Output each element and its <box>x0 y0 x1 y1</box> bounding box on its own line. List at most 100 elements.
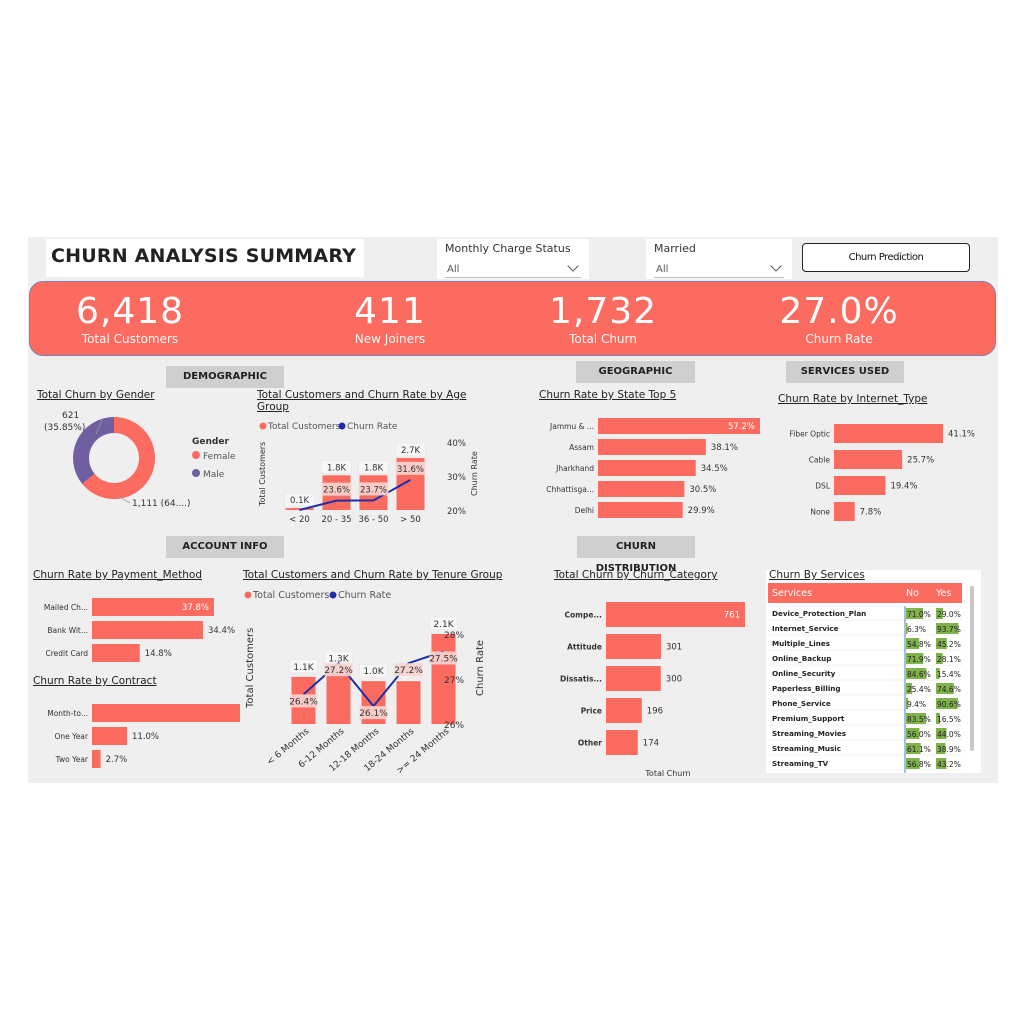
line-label-bg <box>429 651 458 665</box>
table-cell-service: Online_Security <box>772 669 836 678</box>
category-bar-chart: Total Churn Compe... 761 Attitude 301 Dissat… <box>560 602 745 778</box>
data-label-bg <box>395 442 426 457</box>
table-cell-yes: 44.0% <box>937 730 961 739</box>
monthly-charge-slicer[interactable]: Monthly Charge Status All <box>437 239 589 279</box>
table-cell-yes: 16.5% <box>937 715 961 724</box>
line-data-label: 26.4% <box>289 697 318 707</box>
payment-chart-title: Churn Rate by Payment_Method <box>33 569 202 581</box>
bar <box>606 698 642 723</box>
data-label-bg <box>284 492 315 507</box>
y2-tick-label: 20% <box>447 507 466 517</box>
line-data-label: 27.2% <box>394 666 423 676</box>
category-label: Jammu & ... <box>549 422 594 431</box>
age-y-axis-title: Total Customers <box>258 442 267 507</box>
kpi-value: 1,732 <box>548 291 658 332</box>
slicer-dropdown[interactable]: All <box>654 259 784 278</box>
line-label-bg <box>324 663 353 677</box>
data-label: 41.1% <box>948 430 975 440</box>
table-cell-service: Streaming_TV <box>772 759 829 768</box>
category-label: Month-to... <box>47 709 88 718</box>
data-label: 0.1K <box>290 496 310 506</box>
table-scrollbar[interactable] <box>970 586 974 751</box>
legend-churn-rate: Churn Rate <box>347 422 398 432</box>
legend-total-customers: Total Customers <box>267 422 341 432</box>
y2-tick-label: 28% <box>444 631 464 641</box>
category-label: Dissatis... <box>560 675 602 684</box>
leader-line <box>95 419 103 435</box>
no-bar <box>906 698 909 709</box>
data-label: 7.8% <box>860 508 882 518</box>
data-label: 1.1K <box>293 663 314 673</box>
section-demographic: DEMOGRAPHIC <box>166 366 284 388</box>
legend-male: Male <box>203 470 225 480</box>
leader-line <box>117 495 131 504</box>
services-table: Services No Yes Device_Protection_Plan 71… <box>766 570 981 773</box>
churn-prediction-button[interactable]: Churn Prediction <box>802 243 970 272</box>
table-cell-service: Device_Protection_Plan <box>772 609 866 618</box>
bar <box>834 476 886 495</box>
donut-slice-male <box>73 417 114 484</box>
bar <box>396 681 421 724</box>
gender-male-label-line1: 621 <box>62 411 79 421</box>
data-label: 14.8% <box>145 649 172 659</box>
services-table-grid: Services No Yes Device_Protection_Plan 71… <box>768 583 974 773</box>
tenure-y-axis-title: Total Customers <box>245 628 256 709</box>
line-label-bg <box>359 706 388 720</box>
category-label: > 50 <box>400 515 421 525</box>
kpi-label: Total Customers <box>81 332 179 346</box>
data-label-bg <box>359 663 388 678</box>
page-title: CHURN ANALYSIS SUMMARY <box>51 245 357 267</box>
data-label: 34.4% <box>208 626 235 636</box>
category-label: Credit Card <box>46 649 89 658</box>
data-label: 11.0% <box>132 732 159 742</box>
bar <box>431 634 456 724</box>
kpi-new-joiners: 411 New Joiners <box>290 282 490 347</box>
legend-marker-female <box>192 451 200 459</box>
gender-donut-chart: 621 (35.85%) 1,111 (64....) Gender Femal… <box>44 411 236 509</box>
slicer-value: All <box>656 264 669 275</box>
bar <box>92 598 214 616</box>
category-label: 20 - 35 <box>321 515 351 525</box>
gender-female-label: 1,111 (64....) <box>132 499 191 509</box>
category-label: Compe... <box>565 611 603 620</box>
yes-bar <box>936 728 947 739</box>
chevron-down-icon[interactable] <box>770 260 782 272</box>
no-bar <box>906 608 924 619</box>
table-cell-service: Internet_Service <box>772 624 839 633</box>
section-services-used: SERVICES USED <box>786 361 904 383</box>
table-cell-yes: 43.2% <box>937 760 961 769</box>
line-label-bg <box>394 663 423 677</box>
table-cell-yes: 74.6% <box>937 685 961 694</box>
bar <box>606 602 745 627</box>
yes-bar <box>936 713 940 724</box>
data-label-bg <box>289 659 318 674</box>
data-label: 2.7K <box>401 446 421 456</box>
data-label: 1.3K <box>328 654 349 664</box>
legend-churn-rate: Churn Rate <box>338 590 391 601</box>
table-cell-no: 9.4% <box>907 700 926 709</box>
no-bar <box>906 668 927 679</box>
category-label: Price <box>581 707 602 716</box>
yes-bar <box>936 698 958 709</box>
category-label: Bank Wit... <box>47 626 88 635</box>
internet-chart-title: Churn Rate by Internet_Type <box>778 393 928 405</box>
table-cell-no: 56.0% <box>907 730 931 739</box>
bar <box>606 634 661 659</box>
bar <box>598 439 706 455</box>
table-cell-service: Streaming_Music <box>772 744 841 753</box>
slicer-dropdown[interactable]: All <box>445 259 581 278</box>
data-label: 1.8K <box>364 463 384 473</box>
chevron-down-icon[interactable] <box>567 260 579 272</box>
kpi-label: New Joiners <box>354 332 426 346</box>
category-label: Two Year <box>55 755 89 764</box>
bar <box>92 704 240 722</box>
kpi-value: 27.0% <box>779 291 899 332</box>
no-bar <box>906 743 921 754</box>
category-label: Delhi <box>575 506 594 515</box>
data-label: 2.7% <box>106 755 128 765</box>
category-label: Chhattisga... <box>546 485 594 494</box>
married-slicer[interactable]: Married All <box>646 239 792 279</box>
data-label: 761 <box>724 611 740 621</box>
kpi-total-churn: 1,732 Total Churn <box>503 282 703 347</box>
slicer-label: Married <box>654 242 696 255</box>
